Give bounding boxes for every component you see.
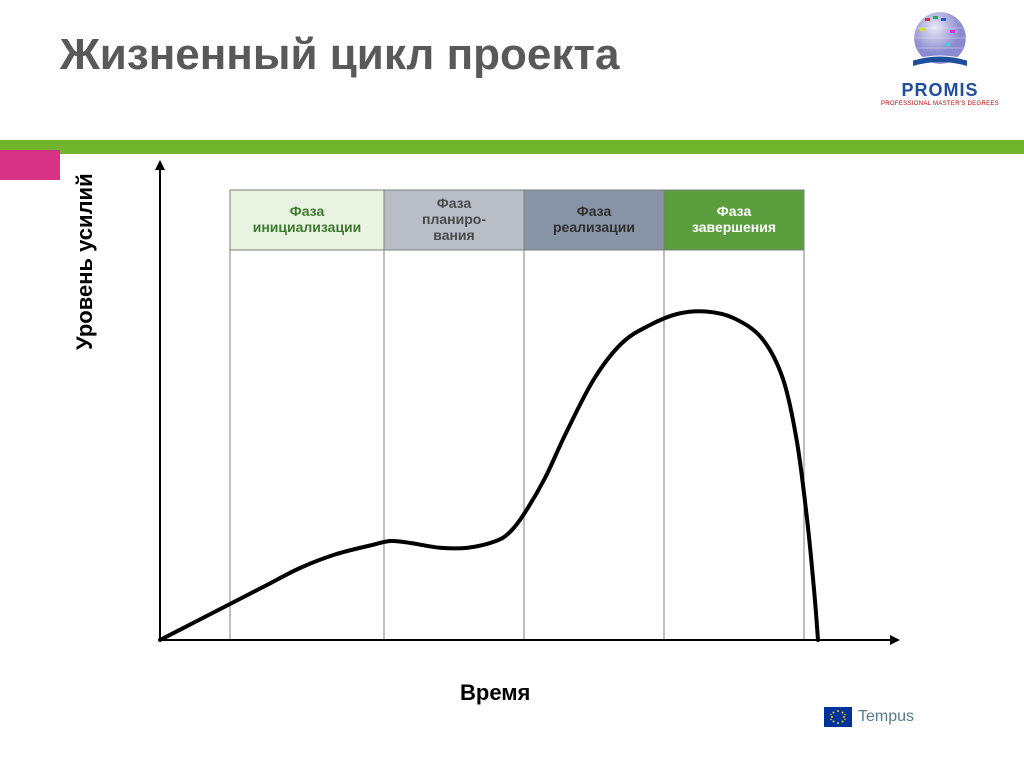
x-axis-label: Время (460, 680, 530, 706)
phase-label: Фаза (290, 203, 325, 219)
phase-label: Фаза (577, 203, 612, 219)
globe-icon (905, 8, 975, 78)
logo-tagline: PROFESSIONAL MASTER'S DEGREES (880, 101, 1000, 107)
logo-brand-text: PROMIS (880, 80, 1000, 101)
tempus-label: Tempus (858, 708, 914, 726)
phase-label: инициализации (253, 219, 362, 235)
page-title: Жизненный цикл проекта (60, 30, 619, 80)
phase-label: завершения (692, 219, 776, 235)
y-axis-label: Уровень усилий (72, 173, 98, 350)
phase-label: вания (433, 227, 474, 243)
phase-label: реализации (553, 219, 635, 235)
pink-block (0, 150, 60, 180)
phase-label: Фаза (437, 195, 472, 211)
effort-curve (160, 311, 818, 640)
tempus-badge: Tempus (824, 707, 914, 727)
x-axis-arrow (890, 635, 900, 645)
phase-label: Фаза (717, 203, 752, 219)
logo-promis: PROMIS PROFESSIONAL MASTER'S DEGREES (880, 8, 1000, 107)
accent-bar (0, 140, 1024, 154)
phase-label: планиро- (422, 211, 486, 227)
lifecycle-chart: ФазаинициализацииФазапланиро-ванияФазаре… (100, 160, 920, 680)
y-axis-arrow (155, 160, 165, 170)
eu-flag-icon (824, 707, 852, 727)
slide: Жизненный цикл проекта PROMIS PROFESSION… (0, 0, 1024, 767)
